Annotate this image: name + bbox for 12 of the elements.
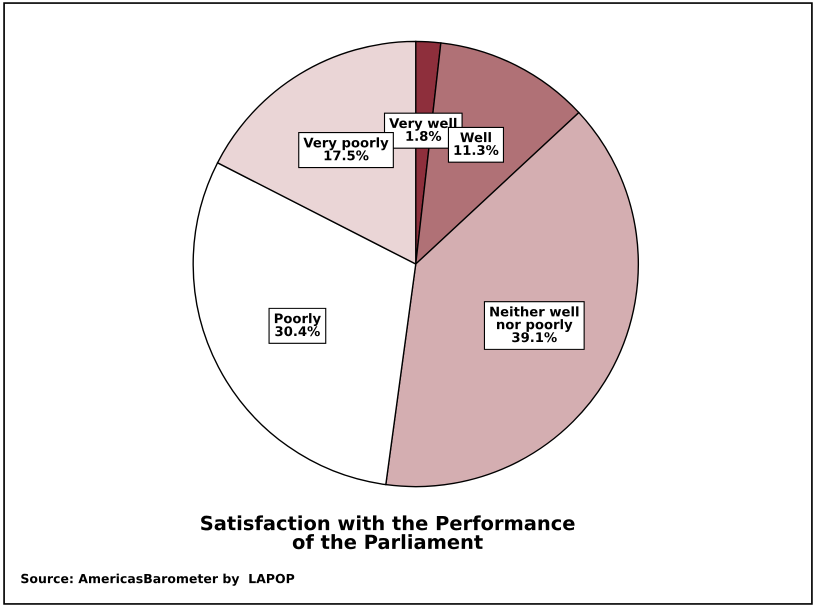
data-label: 30.4% xyxy=(275,326,320,336)
slice-label: Poorly xyxy=(274,313,321,326)
data-label: 39.1% xyxy=(512,332,557,342)
slice-label: Well xyxy=(460,132,491,142)
slice-label: Neither well nor poorly xyxy=(490,306,578,332)
data-label: 17.5% xyxy=(324,150,369,160)
data-label: 11.3% xyxy=(454,145,498,156)
slice-label: Very well xyxy=(389,118,456,131)
data-label: 1.8% xyxy=(406,130,442,141)
slice-label: Very poorly xyxy=(303,137,388,150)
text: Satisfaction with the Performance of the Parliament xyxy=(201,515,575,550)
source-note: Source: AmericasBarometer by LAPOP xyxy=(21,574,294,586)
